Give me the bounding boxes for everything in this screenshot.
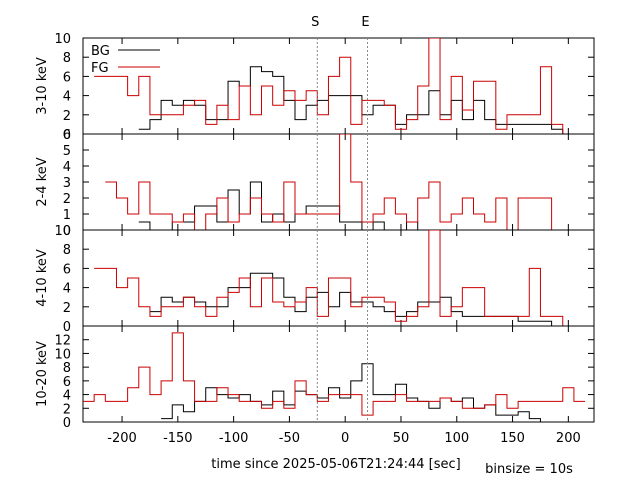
x-tick-label: -100 [219,431,249,446]
y-axis-label: 2-4 keV [35,157,50,206]
series-fg [94,38,574,134]
y-tick-label: 10 [54,32,71,47]
legend: BG FG [91,44,160,76]
y-axis-label: 3-10 keV [35,57,50,115]
y-tick-label: 2 [63,192,71,207]
panel-frame [82,133,595,231]
y-tick-label: 2 [63,402,71,417]
y-tick-label: 6 [63,128,71,143]
legend-label-bg: BG [91,44,110,59]
x-tick-label: 100 [444,431,469,446]
y-tick-label: 6 [63,262,71,277]
x-tick-label: -50 [279,431,300,446]
y-tick-label: 1 [63,208,71,223]
y-tick-label: 6 [63,375,71,390]
y-tick-label: 0 [63,224,71,239]
x-tick-labels: -200 -150 -100 -50 0 50 100 150 200 [107,431,580,446]
y-tick-label: 8 [63,361,71,376]
y-axis-label: 4-10 keV [35,249,50,307]
y-tick-label: 5 [63,144,71,159]
series-bg [149,272,574,326]
marker-label-s: S [311,15,319,30]
x-tick-label: -150 [163,431,193,446]
y-tick-label: 0 [63,320,71,335]
series-fg [94,230,574,326]
series-fg [105,134,574,230]
binsize-label: binsize = 10s [485,462,573,477]
panel-frame [82,325,595,423]
y-tick-label: 8 [63,243,71,258]
y-tick-label: 4 [63,389,71,404]
y-tick-label: 2 [63,109,71,124]
y-tick-label: 0 [63,416,71,431]
x-axis-label: time since 2025-05-06T21:24:44 [sec] [211,457,460,472]
panel-2: 0 2 4 6 8 10 4-10 keV [35,224,595,335]
x-tick-label: -200 [107,431,137,446]
x-tick-label: 50 [393,431,410,446]
x-tick-label: 0 [341,431,349,446]
x-tick-label: 150 [500,431,525,446]
y-tick-label: 2 [63,301,71,316]
x-tick-label: 200 [556,431,581,446]
y-tick-label: 10 [54,224,71,239]
series-bg [161,363,574,422]
y-tick-label: 4 [63,90,71,105]
y-tick-label: 8 [63,51,71,66]
legend-label-fg: FG [91,61,109,76]
panel-0: 0 2 4 6 8 10 3-10 keV [35,32,595,143]
y-tick-label: 10 [54,347,71,362]
series-bg [138,181,574,230]
marker-label-e: E [361,15,369,30]
y-tick-label: 4 [63,160,71,175]
y-tick-label: 0 [63,128,71,143]
y-tick-label: 12 [54,334,71,349]
series-fg [83,332,586,416]
y-tick-label: 6 [63,70,71,85]
y-axis-label: 10-20 keV [35,341,50,407]
y-tick-label: 3 [63,176,71,191]
y-tick-label: 4 [63,282,71,297]
